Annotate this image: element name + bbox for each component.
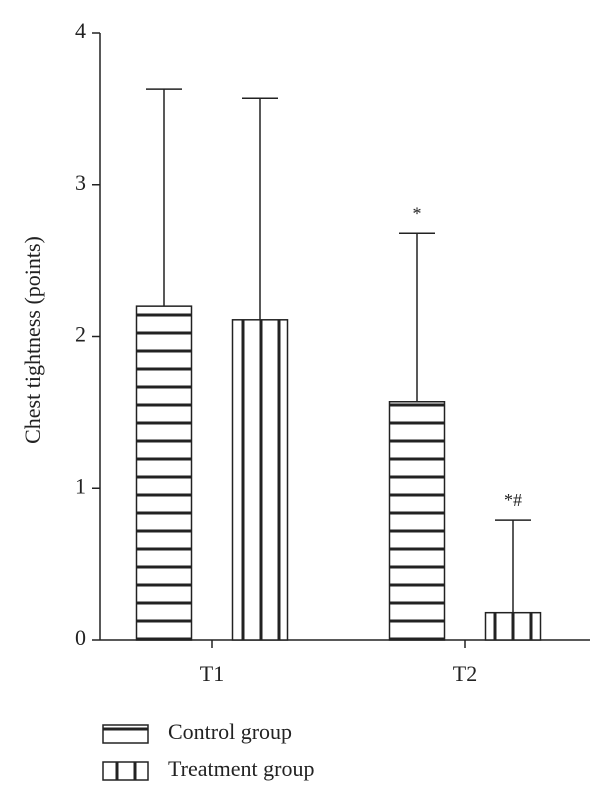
- significance-mark: *#: [504, 490, 522, 510]
- bar: [135, 305, 193, 641]
- y-tick-label: 2: [75, 322, 86, 347]
- x-tick-label: T1: [200, 661, 224, 686]
- y-axis-label: Chest tightness (points): [20, 236, 45, 444]
- bar: [388, 401, 446, 641]
- x-tick-label: T2: [453, 661, 477, 686]
- y-tick-label: 4: [75, 18, 86, 43]
- bar: [484, 611, 542, 641]
- legend-swatch: [102, 761, 149, 781]
- bar: [231, 319, 289, 641]
- y-tick-label: 1: [75, 473, 86, 498]
- legend-swatch: [102, 724, 149, 744]
- y-tick-label: 0: [75, 625, 86, 650]
- significance-mark: *: [413, 203, 422, 223]
- legend-label: Control group: [168, 719, 292, 744]
- legend-label: Treatment group: [168, 756, 314, 781]
- y-tick-label: 3: [75, 170, 86, 195]
